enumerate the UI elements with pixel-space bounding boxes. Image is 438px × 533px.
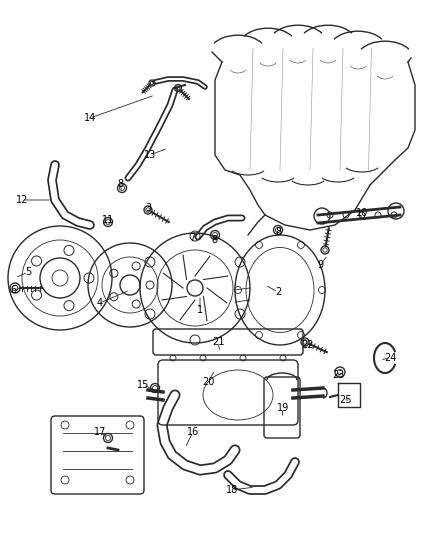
- Text: 24: 24: [384, 353, 396, 363]
- Text: 8: 8: [117, 179, 123, 189]
- Text: 18: 18: [226, 485, 238, 495]
- Text: 8: 8: [275, 227, 281, 237]
- Text: 6: 6: [10, 285, 16, 295]
- Text: 2: 2: [275, 287, 281, 297]
- Text: 4: 4: [97, 298, 103, 308]
- Text: 11: 11: [102, 215, 114, 225]
- Text: 8: 8: [211, 235, 217, 245]
- Text: 10: 10: [356, 208, 368, 218]
- Text: 14: 14: [84, 113, 96, 123]
- Text: 12: 12: [16, 195, 28, 205]
- Text: 5: 5: [25, 267, 31, 277]
- Text: 22: 22: [302, 340, 314, 350]
- Text: 1: 1: [197, 305, 203, 315]
- Text: 3: 3: [145, 203, 151, 213]
- Text: 15: 15: [137, 380, 149, 390]
- Text: 20: 20: [202, 377, 214, 387]
- Text: 21: 21: [212, 337, 224, 347]
- Text: 16: 16: [187, 427, 199, 437]
- Text: 23: 23: [332, 370, 344, 380]
- Text: 19: 19: [277, 403, 289, 413]
- Text: 25: 25: [340, 395, 352, 405]
- Text: 7: 7: [189, 233, 195, 243]
- Text: 9: 9: [317, 260, 323, 270]
- Text: 17: 17: [94, 427, 106, 437]
- Text: 13: 13: [144, 150, 156, 160]
